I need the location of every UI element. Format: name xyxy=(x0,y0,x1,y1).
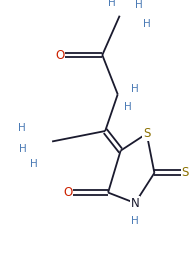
Text: H: H xyxy=(19,144,27,154)
Text: O: O xyxy=(63,186,72,199)
Text: H: H xyxy=(108,0,116,8)
Text: H: H xyxy=(135,0,143,10)
Text: H: H xyxy=(131,216,139,226)
Text: H: H xyxy=(131,84,139,94)
Text: S: S xyxy=(182,166,189,179)
Text: S: S xyxy=(143,127,150,140)
Text: H: H xyxy=(18,123,26,133)
Text: H: H xyxy=(124,102,131,112)
Text: H: H xyxy=(30,159,38,169)
Text: H: H xyxy=(143,19,151,29)
Text: N: N xyxy=(131,196,140,210)
Text: O: O xyxy=(55,48,64,62)
